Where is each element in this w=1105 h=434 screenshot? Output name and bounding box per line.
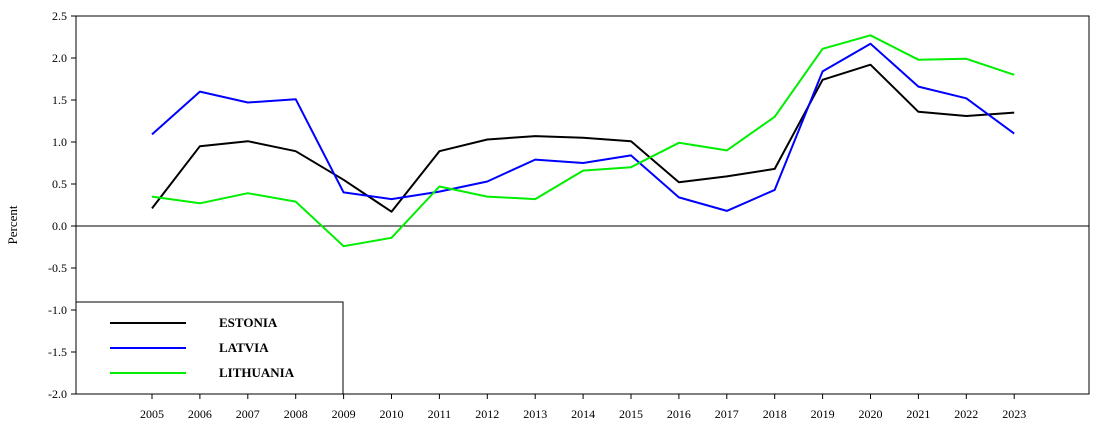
x-tick-label: 2013 [523, 407, 547, 421]
x-tick-label: 2007 [236, 407, 260, 421]
series-line-lithuania [151, 34, 1015, 248]
x-tick-label: 2008 [284, 407, 308, 421]
legend-label-estonia: ESTONIA [219, 315, 278, 330]
x-tick-label: 2011 [428, 407, 452, 421]
x-tick-label: 2023 [1002, 407, 1026, 421]
x-tick-label: 2014 [571, 407, 595, 421]
y-tick-label: 1.0 [52, 135, 67, 149]
y-tick-label: -1.0 [48, 303, 67, 317]
y-tick-label: 2.0 [52, 51, 67, 65]
y-tick-label: 0.5 [52, 177, 67, 191]
x-tick-label: 2005 [140, 407, 164, 421]
x-tick-label: 2015 [619, 407, 643, 421]
y-tick-label: 1.5 [52, 93, 67, 107]
x-tick-label: 2018 [763, 407, 787, 421]
x-tick-label: 2022 [954, 407, 978, 421]
y-axis: -2.0 -1.5 -1.0 -0.5 0.0 0.5 1.0 1.5 2.0 2.5 [48, 9, 76, 401]
series-group [151, 34, 1015, 248]
y-tick-label: -2.0 [48, 387, 67, 401]
x-tick-label: 2012 [475, 407, 499, 421]
x-tick-label: 2016 [667, 407, 691, 421]
legend-label-latvia: LATVIA [219, 340, 269, 355]
x-tick-label: 2006 [188, 407, 212, 421]
series-line-estonia [151, 63, 1015, 213]
x-tick-label: 2009 [332, 407, 356, 421]
x-tick-label: 2017 [715, 407, 739, 421]
series-line-latvia [151, 42, 1015, 212]
x-tick-label: 2010 [380, 407, 404, 421]
y-axis-label: Percent [5, 205, 20, 244]
y-tick-label: 2.5 [52, 9, 67, 23]
x-tick-label: 2021 [906, 407, 930, 421]
legend-label-lithuania: LITHUANIA [219, 365, 295, 380]
plot-frame [75, 15, 1090, 395]
y-tick-label: -0.5 [48, 261, 67, 275]
x-tick-label: 2019 [811, 407, 835, 421]
legend: ESTONIA LATVIA LITHUANIA [75, 301, 344, 395]
x-tick-label: 2020 [859, 407, 883, 421]
y-tick-label: -1.5 [48, 345, 67, 359]
y-tick-label: 0.0 [52, 219, 67, 233]
x-axis: 2005 2006 2007 2008 2009 2010 2011 2012 2013 2014… [140, 394, 1026, 421]
